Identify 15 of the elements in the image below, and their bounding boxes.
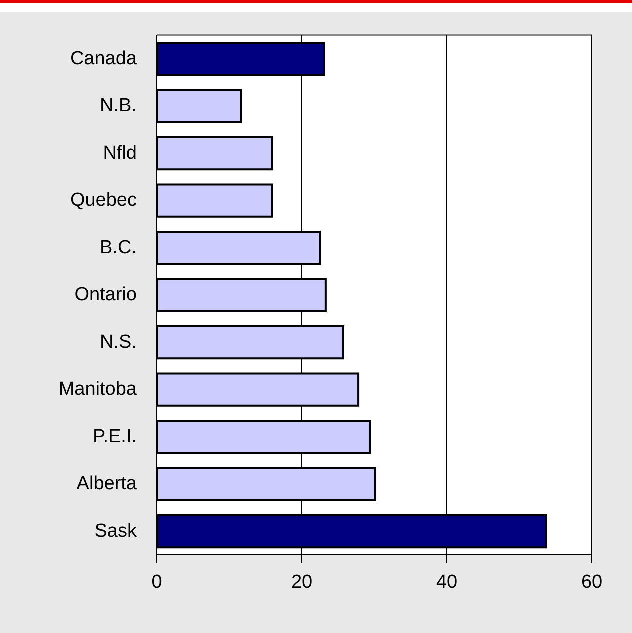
y-tick-label: Manitoba xyxy=(58,379,138,400)
y-tick-label: B.C. xyxy=(100,237,137,258)
y-tick-label: N.S. xyxy=(100,332,137,353)
y-tick-label: Nfld xyxy=(103,142,137,164)
y-tick-label: Sask xyxy=(94,520,138,542)
y-tick-label: Quebec xyxy=(70,190,137,212)
y-tick-label: P.E.I. xyxy=(92,426,137,448)
x-tick-label: 20 xyxy=(291,572,313,593)
x-tick-label: 60 xyxy=(581,572,603,593)
x-tick-label: 0 xyxy=(152,572,162,593)
x-tick-label: 40 xyxy=(436,572,458,593)
y-tick-label: Alberta xyxy=(76,474,138,495)
y-tick-label: N.B. xyxy=(100,96,137,117)
y-tick-label: Ontario xyxy=(74,284,137,306)
y-tick-label: Canada xyxy=(70,48,138,70)
